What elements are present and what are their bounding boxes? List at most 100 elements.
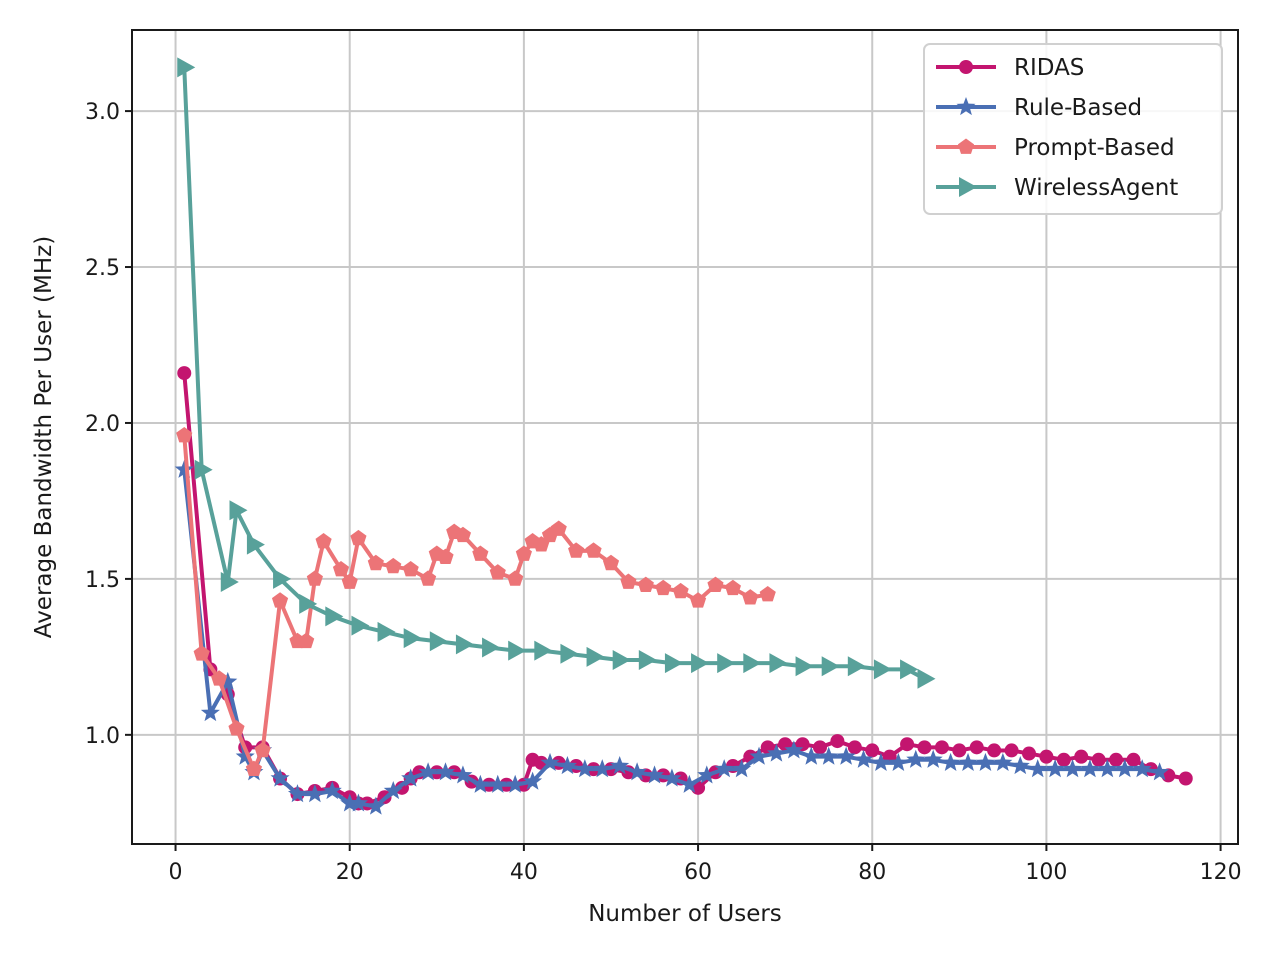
rule-based-point: [470, 774, 490, 793]
rule-based-point: [174, 459, 194, 478]
ridas-point: [917, 740, 932, 755]
rule-based-point: [784, 740, 804, 759]
rule-based-point: [766, 743, 786, 762]
rule-based-point: [836, 746, 856, 765]
rule-based-point: [348, 793, 368, 812]
y-tick-label: 1.5: [85, 568, 120, 593]
wirelessagent-point: [847, 656, 866, 677]
prompt-based-point: [341, 573, 358, 589]
wirelessagent-point: [482, 637, 501, 658]
legend-label-wirelessagent: WirelessAgent: [1014, 175, 1178, 201]
rule-based-point: [575, 759, 595, 778]
prompt-based-point: [655, 579, 672, 596]
wirelessagent-point: [873, 659, 892, 680]
prompt-based-point: [306, 570, 323, 586]
y-axis-label: Average Bandwidth Per User (MHz): [31, 236, 57, 638]
rule-based-point: [941, 752, 961, 771]
prompt-based-point: [620, 573, 637, 589]
axis-ticks: 0 20 40 60 80 100 120 1.0 1.5 2.0 2.5 3.0: [85, 100, 1242, 885]
legend-label-ridas: RIDAS: [1014, 55, 1084, 81]
rule-based-point: [662, 768, 682, 787]
rule-based-point: [958, 752, 978, 771]
prompt-based-point: [254, 741, 271, 758]
wirelessagent-point: [508, 640, 527, 661]
prompt-based-point: [193, 645, 210, 661]
plot-area-frame: [131, 29, 1239, 845]
rule-based-point: [610, 756, 630, 775]
rule-based-point: [322, 780, 342, 800]
x-tick-label: 100: [1025, 860, 1067, 885]
rule-based-point: [218, 671, 238, 690]
wirelessagent-point: [177, 57, 196, 78]
wirelessagent-point: [455, 634, 474, 655]
rule-based-point: [557, 756, 577, 775]
wirelessagent-point: [612, 649, 631, 670]
prompt-based-point: [271, 592, 289, 608]
ridas-point: [934, 740, 949, 755]
wirelessagent-point: [229, 500, 248, 521]
prompt-based-point: [315, 532, 332, 549]
rule-based-point: [540, 752, 560, 771]
ridas-point: [1074, 749, 1089, 764]
rule-based-point: [235, 746, 255, 765]
rule-based-point: [1010, 756, 1030, 775]
rule-based-point: [1045, 759, 1065, 778]
wirelessagent-point: [220, 572, 239, 593]
legend-marker-prompt-based: [957, 138, 975, 154]
wirelessagent-point: [917, 668, 936, 689]
rule-based-point: [871, 752, 891, 771]
wirelessagent-series: [177, 57, 936, 689]
prompt-based-point: [454, 526, 472, 543]
rule-based-line: [182, 467, 1162, 809]
ridas-point: [847, 740, 862, 755]
wirelessagent-point: [795, 656, 814, 677]
rule-based-point: [679, 774, 699, 793]
wirelessagent-point: [273, 568, 292, 589]
rule-based-point: [488, 774, 508, 793]
rule-based-point: [1150, 762, 1170, 781]
rule-based-point: [888, 752, 908, 771]
prompt-based-point: [602, 554, 620, 571]
wirelessagent-point: [403, 628, 422, 649]
ridas-point: [1126, 752, 1141, 767]
y-tick-label: 2.0: [85, 412, 120, 437]
wirelessagent-point: [717, 653, 736, 674]
rule-based-point: [732, 759, 752, 778]
prompt-based-point: [550, 520, 567, 536]
wirelessagent-point: [560, 643, 579, 664]
rule-based-point: [287, 784, 307, 803]
rule-based-point: [854, 749, 874, 768]
ridas-point: [1091, 752, 1106, 767]
rule-based-point: [1080, 759, 1100, 778]
series-lines: [174, 57, 1193, 815]
legend-label-prompt-based: Prompt-Based: [1014, 135, 1175, 161]
prompt-based-point: [637, 576, 654, 593]
ridas-point: [969, 740, 984, 755]
prompt-based-point: [402, 561, 419, 577]
ridas-point: [1004, 743, 1019, 758]
rule-based-point: [305, 784, 325, 803]
x-tick-label: 0: [169, 860, 183, 885]
ridas-point: [865, 743, 880, 758]
x-tick-label: 60: [684, 860, 712, 885]
rule-based-point: [645, 765, 665, 784]
ridas-point: [987, 743, 1002, 758]
rule-based-point: [975, 752, 995, 771]
ridas-point: [830, 734, 845, 749]
rule-based-point: [923, 749, 943, 768]
wirelessagent-point: [429, 631, 448, 652]
prompt-based-point: [211, 670, 228, 686]
prompt-based-point: [420, 570, 437, 586]
prompt-based-point: [385, 557, 402, 574]
prompt-based-point: [245, 760, 263, 777]
rule-based-point: [697, 765, 717, 784]
prompt-based-point: [724, 579, 741, 596]
rule-based-point: [1097, 759, 1117, 778]
rule-based-series: [174, 459, 1170, 815]
wirelessagent-point: [821, 656, 840, 677]
wirelessagent-point: [194, 459, 213, 480]
rule-based-point: [906, 749, 926, 768]
rule-based-point: [1132, 759, 1152, 778]
prompt-based-point: [585, 542, 602, 558]
